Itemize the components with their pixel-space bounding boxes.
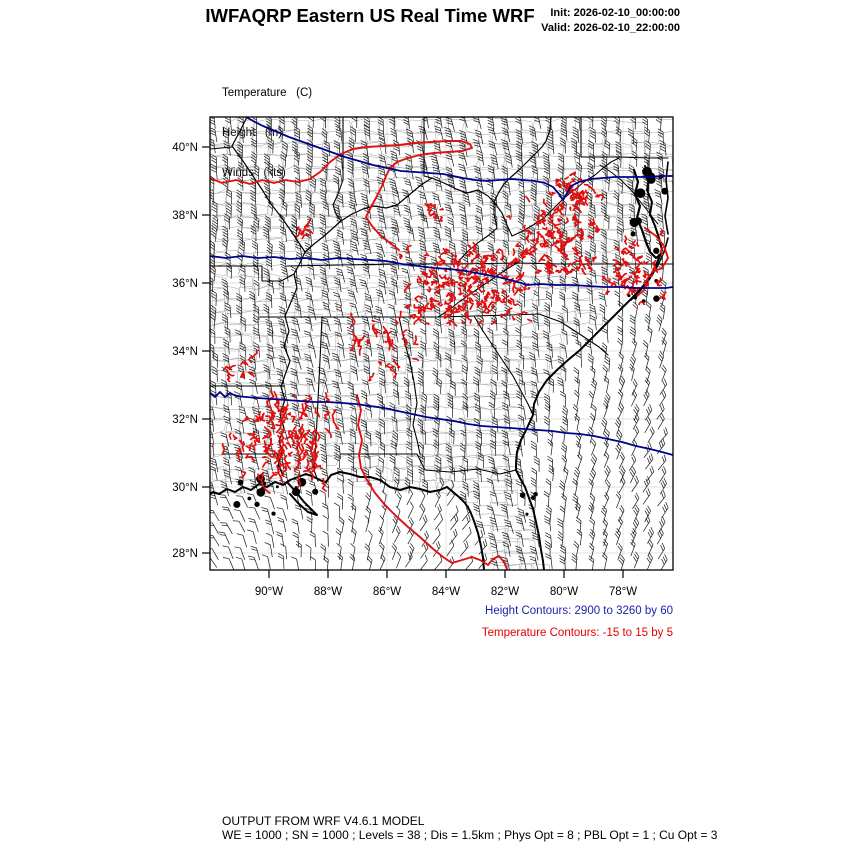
legend-temperature-label: Temperature (C): [222, 86, 313, 99]
lon-tick-label: 90°W: [255, 586, 283, 598]
init-time-label: Init: 2026-02-10_00:00:00: [550, 7, 680, 19]
lon-tick-label: 80°W: [550, 586, 578, 598]
height-contour-annotation: Height Contours: 2900 to 3260 by 60: [485, 605, 673, 617]
lon-tick-label: 88°W: [314, 586, 342, 598]
footer-config-line: WE = 1000 ; SN = 1000 ; Levels = 38 ; Di…: [222, 827, 718, 842]
lat-tick-label: 40°N: [172, 142, 198, 154]
model-info-footer: OUTPUT FROM WRF V4.6.1 MODEL WE = 1000 ;…: [222, 814, 718, 842]
temperature-contour-annotation: Temperature Contours: -15 to 15 by 5: [481, 627, 673, 639]
lat-tick-label: 28°N: [172, 548, 198, 560]
lat-tick-label: 30°N: [172, 482, 198, 494]
lon-tick-label: 78°W: [609, 586, 637, 598]
lon-tick-label: 84°W: [432, 586, 460, 598]
lon-tick-label: 82°W: [491, 586, 519, 598]
lon-tick-label: 86°W: [373, 586, 401, 598]
lat-tick-label: 32°N: [172, 414, 198, 426]
valid-time-label: Valid: 2026-02-10_22:00:00: [541, 22, 680, 34]
page-title: IWFAQRP Eastern US Real Time WRF: [205, 5, 535, 26]
run-times: Init: 2026-02-10_00:00:00 Valid: 2026-02…: [541, 6, 680, 36]
footer-model-line: OUTPUT FROM WRF V4.6.1 MODEL: [222, 814, 425, 828]
lat-tick-label: 34°N: [172, 346, 198, 358]
lat-tick-label: 38°N: [172, 210, 198, 222]
lat-tick-label: 36°N: [172, 278, 198, 290]
